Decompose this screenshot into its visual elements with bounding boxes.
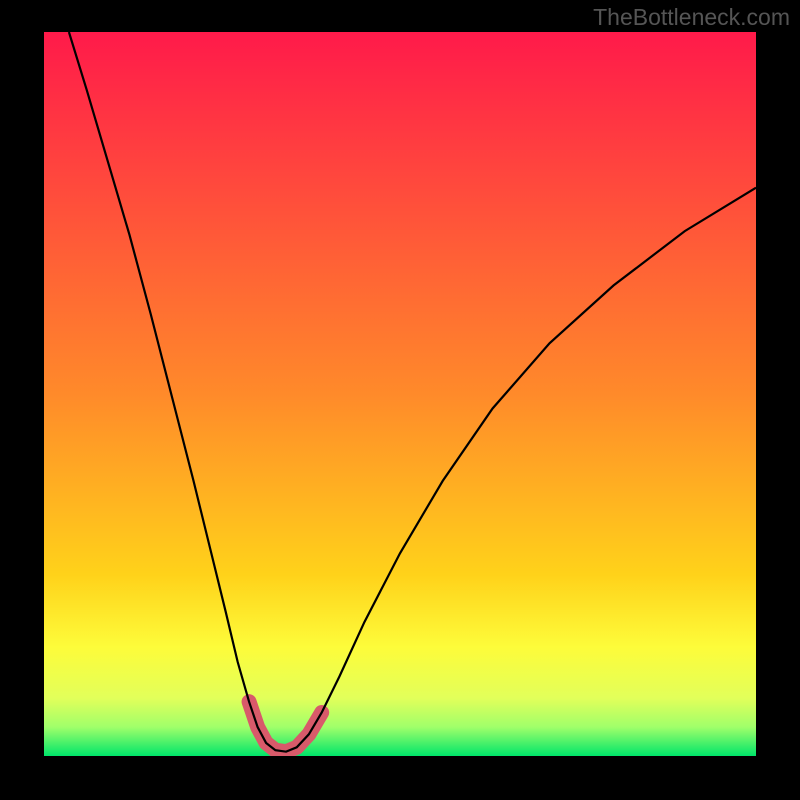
curve-svg	[44, 32, 756, 756]
plot-gradient-background	[44, 32, 756, 756]
attribution-text: TheBottleneck.com	[593, 4, 790, 31]
main-curve-path	[69, 32, 756, 752]
highlight-band-path	[249, 702, 322, 752]
